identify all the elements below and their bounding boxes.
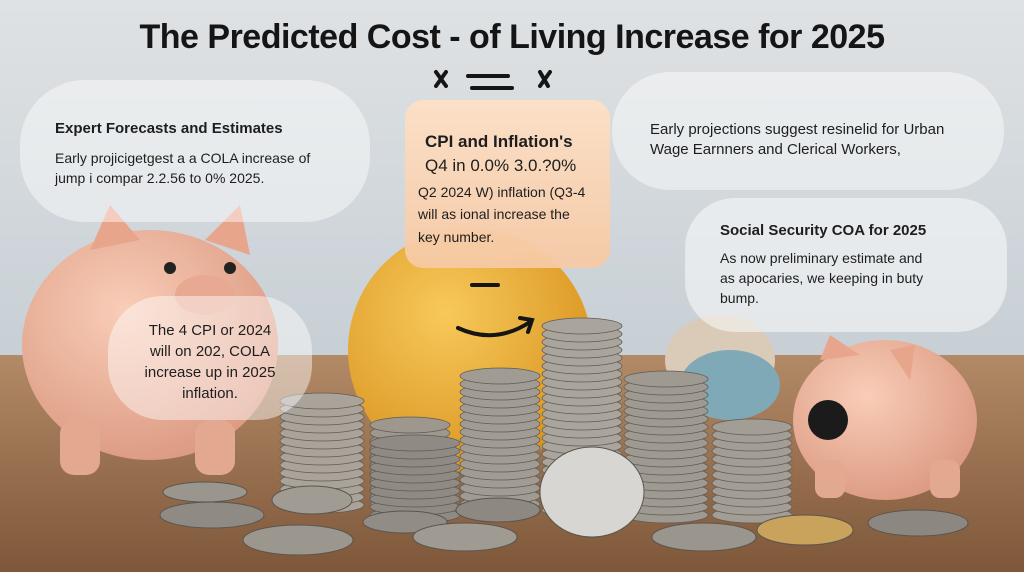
coin <box>279 392 365 410</box>
callout-heading: Expert Forecasts and Estimates <box>55 120 283 137</box>
coin <box>539 446 645 538</box>
coin <box>162 481 248 503</box>
callout-text: increase up in 2025 <box>144 364 276 381</box>
coin <box>455 497 541 523</box>
callout-text: Early projections suggest resinelid for … <box>650 121 945 138</box>
callout-heading: CPI and Inflation's <box>425 132 573 151</box>
callout-text: will on 202, COLA <box>149 343 271 360</box>
coin <box>369 434 461 452</box>
callout-text: Early projicigetgest a a COLA increase o… <box>55 150 311 166</box>
callout-text: Q4 in 0.0% 3.0.?0% <box>425 156 577 175</box>
coin <box>867 509 969 537</box>
title: The Predicted Cost - of Living Increase … <box>139 18 885 56</box>
coins <box>159 317 969 556</box>
coin <box>412 522 518 552</box>
coin <box>242 524 354 556</box>
callout-shapes <box>20 72 1007 420</box>
callout-text: inflation. <box>182 385 238 402</box>
coin <box>541 317 623 335</box>
callout-heading: Social Security COA for 2025 <box>720 222 927 239</box>
coin <box>271 485 353 515</box>
coin <box>369 416 451 434</box>
callout-text: Wage Earnners and Clerical Workers, <box>650 141 901 158</box>
callout-text: jump i compar 2.2.56 to 0% 2025. <box>55 170 265 186</box>
callout-text: bump. <box>720 290 759 306</box>
coin <box>711 418 793 436</box>
coin <box>651 522 757 552</box>
coin <box>159 501 265 529</box>
arrows <box>434 70 552 338</box>
coin <box>623 370 709 388</box>
piggy-left <box>22 205 278 475</box>
piggy-right <box>793 335 977 500</box>
callout-text: key number. <box>418 229 495 245</box>
coin <box>459 367 541 385</box>
callout-text: The 4 CPI or 2024 <box>148 322 272 339</box>
coin <box>756 514 854 546</box>
callout-text: will as ional increase the <box>418 206 570 222</box>
callout-text: As now preliminary estimate and <box>720 250 923 266</box>
callout-text: Q2 2024 W) inflation (Q3-4 <box>418 184 586 200</box>
callout-text: as apocaries, we keeping in buty <box>720 270 924 286</box>
